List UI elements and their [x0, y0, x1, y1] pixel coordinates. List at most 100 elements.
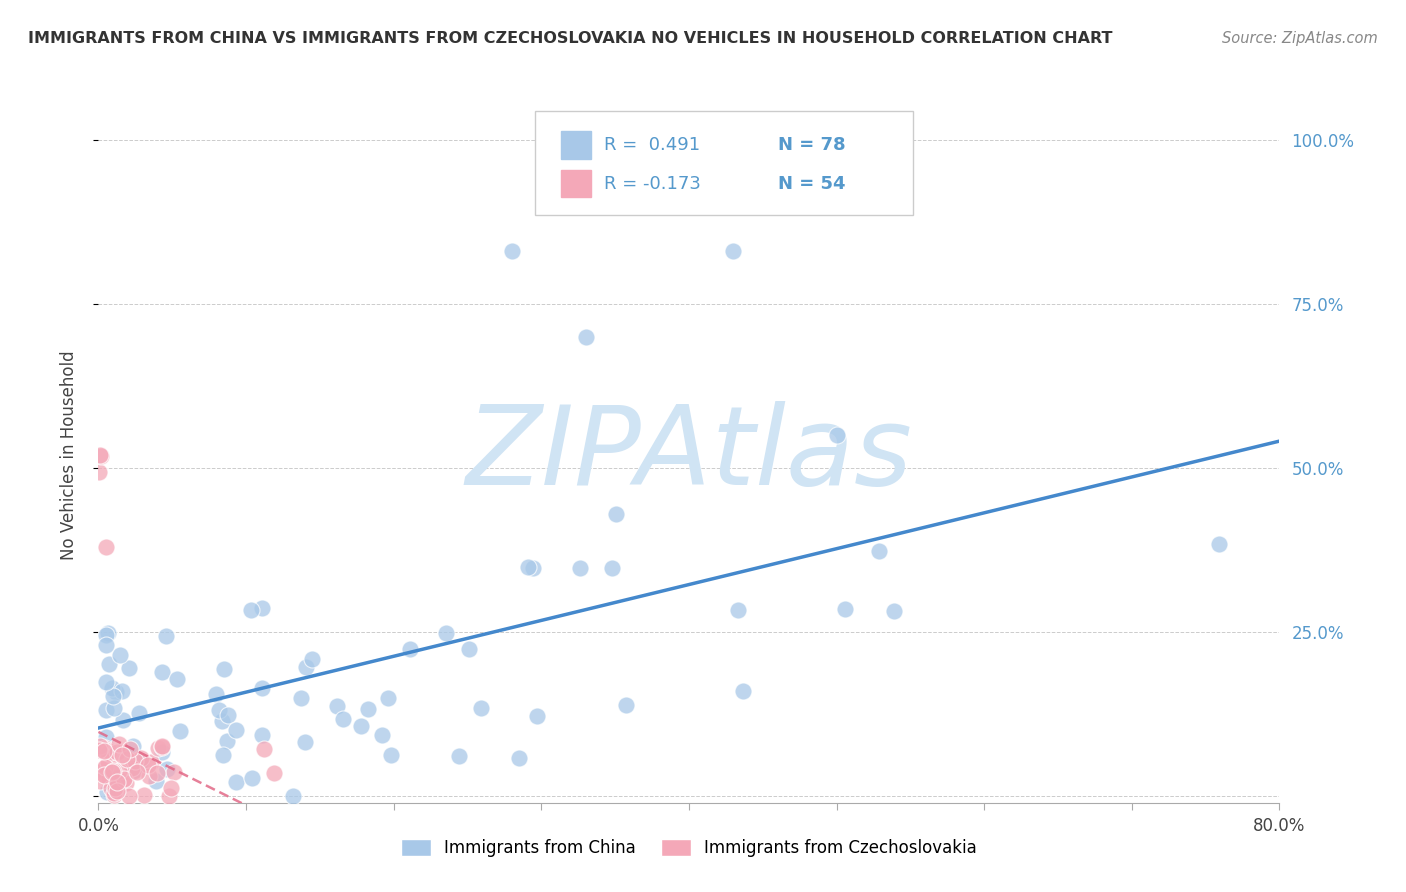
Point — [252, 728, 274, 742]
Point — [526, 708, 548, 723]
Point — [605, 507, 627, 521]
Point — [93, 768, 115, 782]
Point — [100, 780, 122, 795]
Point — [156, 762, 179, 776]
Point — [602, 561, 624, 575]
Point — [325, 698, 347, 713]
Point — [89, 465, 111, 479]
Point — [434, 625, 457, 640]
Point — [89, 739, 111, 753]
Point — [217, 708, 239, 723]
Point — [825, 428, 848, 442]
Text: R = -0.173: R = -0.173 — [605, 175, 700, 193]
Point — [121, 739, 143, 753]
Point — [212, 747, 235, 762]
Legend: Immigrants from China, Immigrants from Czechoslovakia: Immigrants from China, Immigrants from C… — [394, 832, 984, 864]
Point — [104, 685, 127, 699]
Point — [882, 604, 904, 618]
FancyBboxPatch shape — [536, 111, 914, 215]
Point — [124, 754, 146, 768]
Point — [290, 690, 312, 705]
Bar — [561, 169, 591, 197]
Point — [250, 681, 273, 695]
Point — [217, 734, 239, 748]
Point — [250, 601, 273, 615]
Point — [94, 540, 117, 554]
Point — [103, 786, 125, 800]
Point — [89, 448, 111, 462]
Point — [105, 784, 128, 798]
Point — [295, 659, 318, 673]
Point — [89, 742, 111, 756]
Point — [138, 769, 160, 783]
Point — [96, 740, 118, 755]
Point — [107, 737, 129, 751]
Point — [569, 561, 592, 575]
Point — [204, 687, 226, 701]
Point — [94, 730, 117, 744]
Point — [94, 760, 117, 774]
Point — [94, 741, 117, 756]
Point — [148, 740, 170, 755]
Point — [150, 739, 173, 753]
Point — [98, 657, 121, 671]
Point — [834, 602, 856, 616]
Point — [104, 781, 127, 796]
Point — [136, 757, 159, 772]
Point — [301, 652, 323, 666]
Point — [225, 774, 247, 789]
Point — [121, 761, 143, 775]
Point — [97, 626, 120, 640]
Point — [101, 689, 124, 703]
Point — [350, 719, 373, 733]
Point — [731, 683, 754, 698]
Point — [1208, 536, 1230, 550]
Point — [101, 681, 124, 695]
Text: N = 78: N = 78 — [778, 136, 845, 154]
Point — [93, 744, 115, 758]
Point — [377, 690, 399, 705]
Point — [111, 713, 134, 727]
Point — [122, 763, 145, 777]
Point — [145, 774, 167, 789]
Point — [150, 745, 173, 759]
Point — [155, 629, 177, 643]
Point — [98, 743, 121, 757]
Point — [211, 714, 233, 729]
Point — [89, 773, 111, 788]
Point — [294, 735, 316, 749]
Point — [94, 703, 117, 717]
Point — [129, 751, 152, 765]
Point — [94, 628, 117, 642]
Point — [118, 661, 141, 675]
Point — [150, 665, 173, 680]
Point — [118, 789, 141, 803]
Point — [868, 543, 890, 558]
Point — [371, 728, 394, 742]
Point — [93, 741, 115, 756]
Point — [458, 641, 481, 656]
Point — [111, 684, 134, 698]
Point — [94, 638, 117, 652]
Point — [575, 330, 598, 344]
Point — [132, 788, 155, 802]
Point — [120, 742, 142, 756]
Point — [169, 724, 191, 739]
Text: ZIPAtlas: ZIPAtlas — [465, 401, 912, 508]
Text: IMMIGRANTS FROM CHINA VS IMMIGRANTS FROM CZECHOSLOVAKIA NO VEHICLES IN HOUSEHOLD: IMMIGRANTS FROM CHINA VS IMMIGRANTS FROM… — [28, 31, 1112, 46]
Point — [97, 756, 120, 770]
Point — [96, 785, 118, 799]
Point — [516, 559, 538, 574]
Point — [614, 698, 637, 713]
Point — [240, 772, 263, 786]
Point — [103, 789, 125, 803]
Point — [128, 706, 150, 720]
Point — [508, 751, 530, 765]
Point — [127, 765, 149, 780]
Point — [723, 244, 745, 259]
Point — [252, 742, 274, 756]
Point — [114, 776, 136, 790]
Point — [281, 789, 304, 803]
Point — [163, 764, 186, 779]
Point — [139, 756, 162, 770]
